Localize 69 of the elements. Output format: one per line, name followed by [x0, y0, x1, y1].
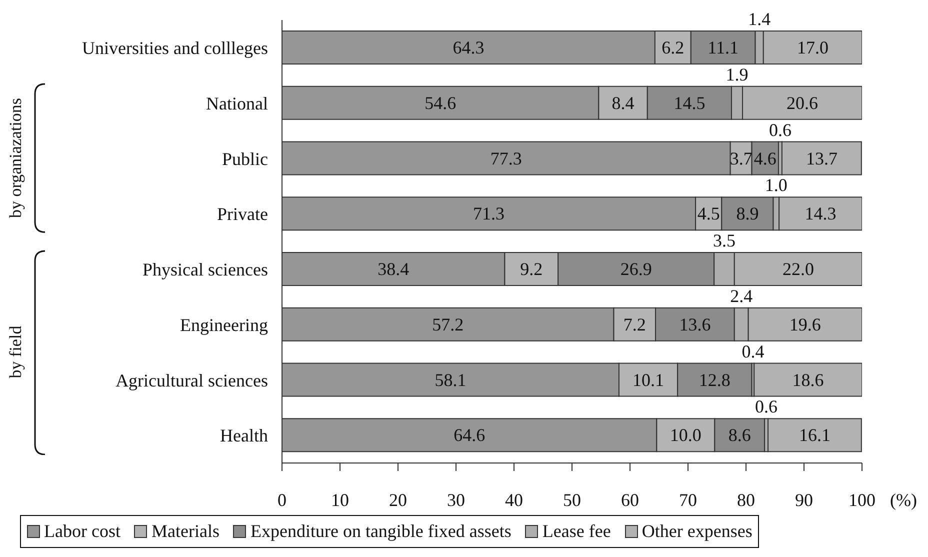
data-label: 4.5 [697, 204, 720, 224]
data-label: 20.6 [786, 92, 818, 113]
data-label: 58.1 [434, 370, 466, 390]
x-tick-label: 70 [679, 490, 697, 510]
legend-label: Other expenses [640, 521, 752, 542]
data-label: 6.2 [662, 38, 684, 58]
y-tick-label: Private [217, 204, 268, 224]
data-label: 17.0 [796, 38, 828, 58]
data-label: 57.2 [432, 314, 464, 334]
x-tick-label: 60 [621, 490, 639, 510]
data-label: 3.5 [713, 230, 736, 250]
data-label: 10.1 [632, 370, 664, 390]
x-tick-label: 30 [447, 490, 465, 510]
data-label: 1.9 [726, 64, 748, 84]
data-label: 7.2 [623, 314, 646, 334]
x-tick-label: 40 [505, 490, 523, 510]
text: by field [6, 326, 26, 378]
x-tick-label: 0 [278, 490, 286, 510]
data-label: 18.6 [792, 370, 824, 390]
y-tick-label: Physical sciences [142, 260, 268, 280]
data-label: 19.6 [789, 314, 821, 334]
data-label: 0.6 [768, 120, 792, 140]
data-label: 16.1 [798, 425, 830, 446]
legend-label: Expenditure on tangible fixed assets [249, 521, 512, 542]
x-tick-label: 100 [848, 490, 876, 510]
data-label: 26.9 [620, 259, 652, 279]
data-label: 8.9 [736, 204, 759, 224]
data-label: 13.6 [679, 314, 711, 334]
y-tick-label: Universities and collleges [82, 38, 268, 58]
data-label: 9.2 [520, 259, 543, 279]
y-tick-label: National [206, 93, 268, 114]
data-label: 4.6 [754, 148, 776, 168]
x-tick-label: 80 [737, 490, 755, 510]
data-label: 8.6 [728, 425, 751, 446]
y-tick-label: Public [222, 148, 268, 169]
data-label: 54.6 [424, 92, 456, 113]
data-label: 8.4 [612, 92, 634, 113]
x-tick-label: 50 [563, 490, 581, 510]
data-label: 14.5 [674, 92, 706, 113]
data-label: 38.4 [378, 259, 410, 279]
data-label: 12.8 [698, 370, 730, 390]
data-label: 1.0 [764, 175, 788, 196]
bar [781, 141, 862, 176]
legend-label: Materials [150, 521, 220, 542]
x-tick-label: 20 [389, 490, 407, 510]
x-tick-label: 90 [795, 490, 813, 510]
y-tick-label: Engineering [180, 314, 268, 335]
y-tick-label: Agricultural sciences [116, 370, 268, 390]
bar [768, 418, 862, 452]
legend-label: Lease fee [541, 521, 611, 542]
data-label: 77.3 [490, 148, 522, 168]
data-label: 64.3 [452, 38, 484, 58]
data-label: 14.3 [804, 204, 836, 224]
data-label: 2.4 [730, 286, 753, 306]
data-label: 11.1 [708, 38, 739, 58]
data-label: 71.3 [473, 204, 505, 224]
data-label: 64.6 [454, 425, 486, 446]
x-tick-label: 10 [331, 490, 349, 510]
data-label: 10.0 [670, 425, 702, 446]
text: by organiazations [6, 98, 26, 218]
data-label: 1.4 [748, 9, 771, 29]
data-label: 0.6 [755, 396, 778, 417]
data-label: 22.0 [782, 259, 814, 279]
y-tick-label: Health [220, 426, 268, 446]
x-axis-title: (%) [890, 490, 917, 510]
bar [754, 362, 862, 397]
data-label: 0.4 [742, 341, 764, 362]
legend-label: Labor cost [43, 521, 120, 542]
data-label: 13.7 [806, 148, 838, 168]
